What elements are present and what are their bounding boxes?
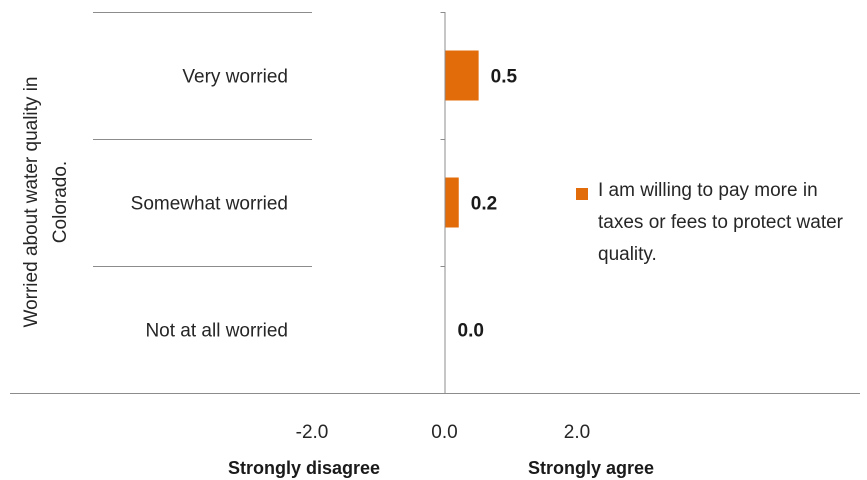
x-tick-label: 0.0 [431,422,457,443]
bar [445,177,459,228]
data-label: 0.0 [458,321,484,342]
bar [445,50,479,101]
data-labels: 0.5 0.2 0.0 [458,67,518,342]
x-label-strongly-disagree: Strongly disagree [228,458,380,478]
data-label: 0.5 [491,67,518,88]
y-axis-label-line1: Worried about water quality in [21,77,42,328]
legend-swatch [576,188,588,200]
category-label: Somewhat worried [131,194,288,215]
data-label: 0.2 [471,194,497,215]
x-tick-label: 2.0 [564,422,590,443]
legend-label: I am willing to pay more in taxes or fee… [598,180,844,265]
category-labels: Very worried Somewhat worried Not at all w… [131,67,288,342]
x-tick-label: -2.0 [296,422,329,443]
category-label: Very worried [182,67,288,88]
category-label: Not at all worried [145,321,288,342]
bars [445,50,479,228]
x-label-strongly-agree: Strongly agree [528,458,654,478]
zero-axis-ticks [440,12,446,267]
y-axis-label-line2: Colorado. [50,161,71,243]
legend: I am willing to pay more in taxes or fee… [576,180,866,271]
x-tick-labels: -2.0 0.0 2.0 [296,422,591,443]
category-separators [93,12,312,267]
